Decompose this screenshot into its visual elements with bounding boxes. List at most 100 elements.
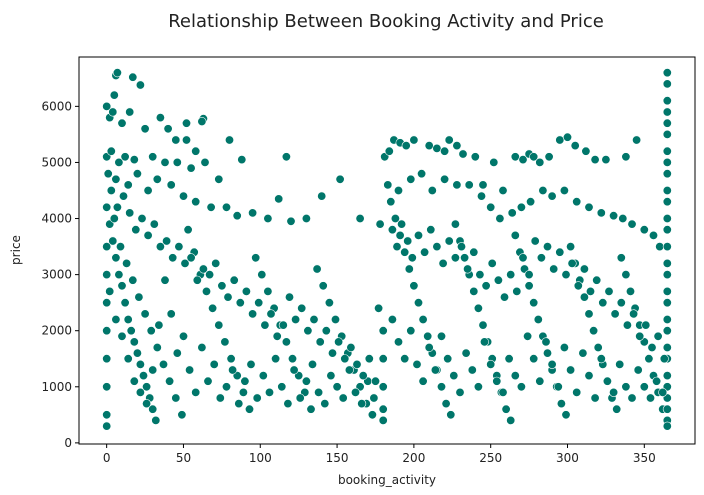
data-point <box>562 132 572 142</box>
data-point <box>629 309 639 319</box>
data-point <box>590 155 600 165</box>
data-point <box>220 337 230 347</box>
data-point <box>609 387 619 397</box>
data-point <box>542 348 552 358</box>
data-point <box>312 264 322 274</box>
data-point <box>450 219 460 229</box>
data-point <box>102 410 112 420</box>
data-point <box>581 146 591 156</box>
data-point <box>426 225 436 235</box>
data-point <box>198 264 208 274</box>
data-point <box>248 309 258 319</box>
data-point <box>570 141 580 151</box>
data-point <box>423 331 433 341</box>
data-point <box>501 404 511 414</box>
data-point <box>274 194 284 204</box>
data-point <box>257 270 267 280</box>
data-point <box>387 225 397 235</box>
data-point <box>226 354 236 364</box>
data-point <box>578 348 588 358</box>
data-point <box>295 393 305 403</box>
data-point <box>240 376 250 386</box>
data-point <box>205 270 215 280</box>
data-point <box>584 202 594 212</box>
data-point <box>179 191 189 201</box>
data-point <box>152 174 162 184</box>
data-point <box>160 275 170 285</box>
data-point <box>406 174 416 184</box>
x-tick-label: 250 <box>479 451 502 465</box>
data-point <box>111 314 121 324</box>
data-point <box>400 354 410 364</box>
data-point <box>177 410 187 420</box>
data-point <box>102 242 112 252</box>
data-point <box>464 180 474 190</box>
data-point <box>191 197 201 207</box>
data-point <box>338 393 348 403</box>
data-point <box>516 382 526 392</box>
y-tick-label: 3000 <box>41 268 72 282</box>
data-point <box>627 219 637 229</box>
data-point <box>375 219 385 229</box>
data-point <box>163 124 173 134</box>
data-point <box>644 354 654 364</box>
data-point <box>639 382 649 392</box>
data-point <box>506 270 516 280</box>
data-point <box>444 135 454 145</box>
data-point <box>350 387 360 397</box>
data-point <box>467 365 477 375</box>
data-point <box>378 326 388 336</box>
data-point <box>495 214 505 224</box>
data-point <box>662 314 672 324</box>
data-point <box>125 107 135 117</box>
data-point <box>122 258 132 268</box>
x-axis-label: booking_activity <box>338 473 436 487</box>
data-point <box>116 242 126 252</box>
data-point <box>106 186 116 196</box>
data-point <box>506 415 516 425</box>
data-point <box>412 359 422 369</box>
data-point <box>119 191 129 201</box>
data-point <box>406 326 416 336</box>
data-point <box>309 314 319 324</box>
data-point <box>126 326 136 336</box>
data-point <box>102 101 112 111</box>
data-point <box>148 365 158 375</box>
data-point <box>504 354 514 364</box>
data-point <box>662 421 672 431</box>
y-tick-label: 2000 <box>41 324 72 338</box>
data-point <box>135 387 145 397</box>
data-point <box>662 242 672 252</box>
data-point <box>129 155 139 165</box>
data-point <box>111 253 121 263</box>
data-point <box>662 157 672 167</box>
data-point <box>286 216 296 226</box>
data-point <box>142 382 152 392</box>
data-point <box>413 298 423 308</box>
y-tick-label: 6000 <box>41 99 72 113</box>
data-point <box>662 118 672 128</box>
data-point <box>172 348 182 358</box>
x-tick-label: 0 <box>103 451 111 465</box>
data-point <box>209 359 219 369</box>
data-point <box>166 180 176 190</box>
data-point <box>330 314 340 324</box>
data-point <box>404 264 414 274</box>
data-point <box>129 376 139 386</box>
data-point <box>102 270 112 280</box>
data-point <box>185 365 195 375</box>
data-point <box>139 371 149 381</box>
data-point <box>191 387 201 397</box>
data-point <box>254 298 264 308</box>
data-point <box>106 146 116 156</box>
data-point <box>172 157 182 167</box>
data-point <box>589 326 599 336</box>
data-point <box>390 214 400 224</box>
data-point <box>217 281 227 291</box>
data-point <box>596 208 606 218</box>
data-point <box>238 387 248 397</box>
data-point <box>171 135 181 145</box>
data-point <box>409 135 419 145</box>
data-point <box>393 186 403 196</box>
data-point <box>556 399 566 409</box>
